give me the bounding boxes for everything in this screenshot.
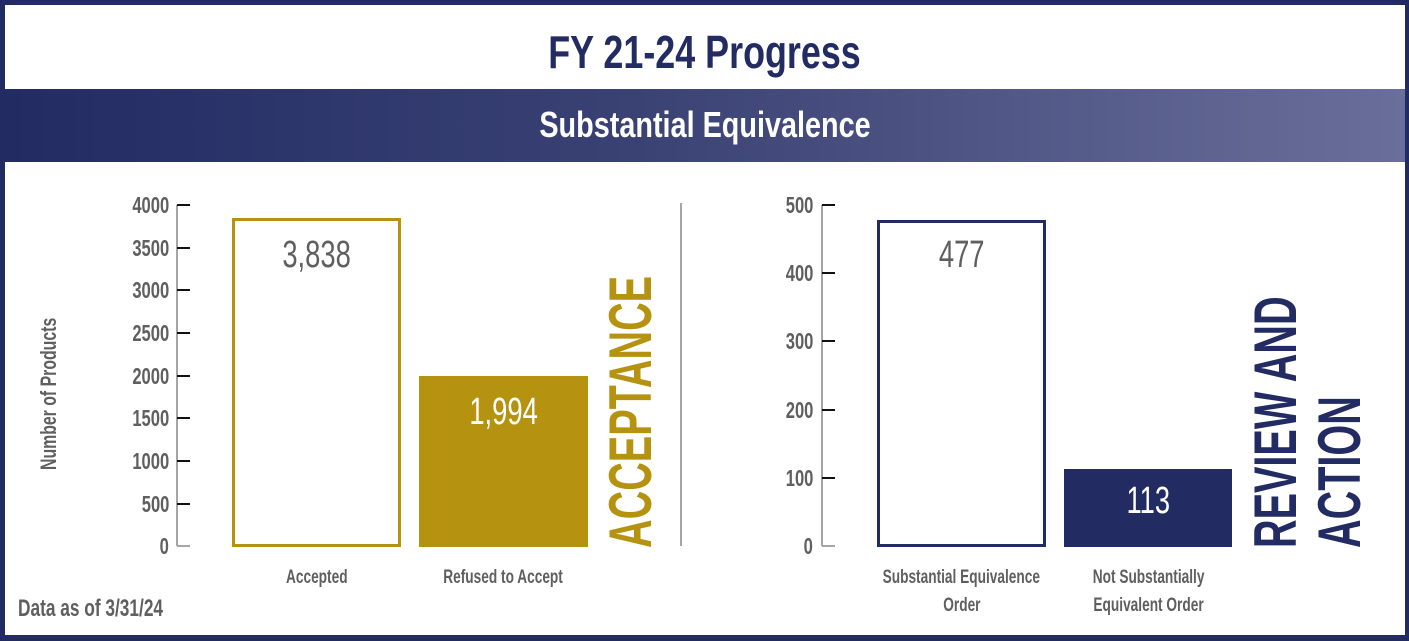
y-tick (177, 204, 190, 206)
y-tick-label: 400 (785, 260, 813, 286)
y-tick-label: 4000 (132, 192, 169, 218)
y-tick-label: 3000 (132, 277, 169, 303)
page-title: FY 21-24 Progress (548, 26, 861, 78)
data-date-footnote: Data as of 3/31/24 (18, 595, 164, 622)
y-axis-line (821, 205, 823, 546)
y-tick (177, 375, 190, 377)
page-subtitle: Substantial Equivalence (539, 104, 871, 145)
y-tick (177, 332, 190, 334)
chart-divider (680, 203, 682, 546)
y-tick (822, 204, 835, 206)
y-tick-label: 500 (785, 192, 813, 218)
y-tick-label: 1500 (132, 405, 169, 431)
bar-not-substantially-equivalent-order: 113 (1064, 469, 1232, 547)
y-tick-label: 2500 (132, 320, 169, 346)
y-tick (822, 340, 835, 342)
bar-refused-to-accept: 1,994 (419, 376, 588, 547)
y-tick (177, 417, 190, 419)
y-tick (822, 477, 835, 479)
y-tick-label: 100 (785, 465, 813, 491)
x-category-label: Refused to Accept (443, 567, 564, 588)
y-tick (822, 545, 835, 547)
y-tick (822, 409, 835, 411)
y-tick-label: 500 (141, 491, 169, 517)
y-tick-label: 300 (785, 328, 813, 354)
y-tick (177, 289, 190, 291)
y-tick-label: 0 (159, 533, 169, 559)
bar-value-label: 477 (938, 234, 985, 276)
section-title-acceptance: ACCEPTANCE (597, 275, 664, 548)
bar-substantial-equivalence-order: 477 (877, 220, 1046, 547)
y-tick-label: 200 (785, 397, 813, 423)
y-tick-label: 1000 (132, 448, 169, 474)
x-category-label: Not Substantially Equivalent Order (1092, 567, 1205, 616)
y-tick (177, 460, 190, 462)
x-category-label: Accepted (285, 567, 348, 588)
y-tick (177, 247, 190, 249)
x-category-label: Substantial Equivalence Order (882, 567, 1041, 616)
y-tick-label: 3500 (132, 235, 169, 261)
y-tick (822, 272, 835, 274)
bar-value-label: 113 (1126, 480, 1170, 522)
bar-value-label: 3,838 (282, 234, 351, 276)
y-tick (177, 545, 190, 547)
subtitle-band: Substantial Equivalence (5, 89, 1405, 162)
bar-value-label: 1,994 (469, 391, 538, 433)
y-tick-label: 0 (803, 533, 813, 559)
y-axis-title: Number of Products (36, 317, 61, 470)
section-title-review-and-action: REVIEW AND ACTION (1242, 296, 1373, 548)
y-tick (177, 503, 190, 505)
bar-accepted: 3,838 (232, 218, 401, 547)
y-tick-label: 2000 (132, 363, 169, 389)
